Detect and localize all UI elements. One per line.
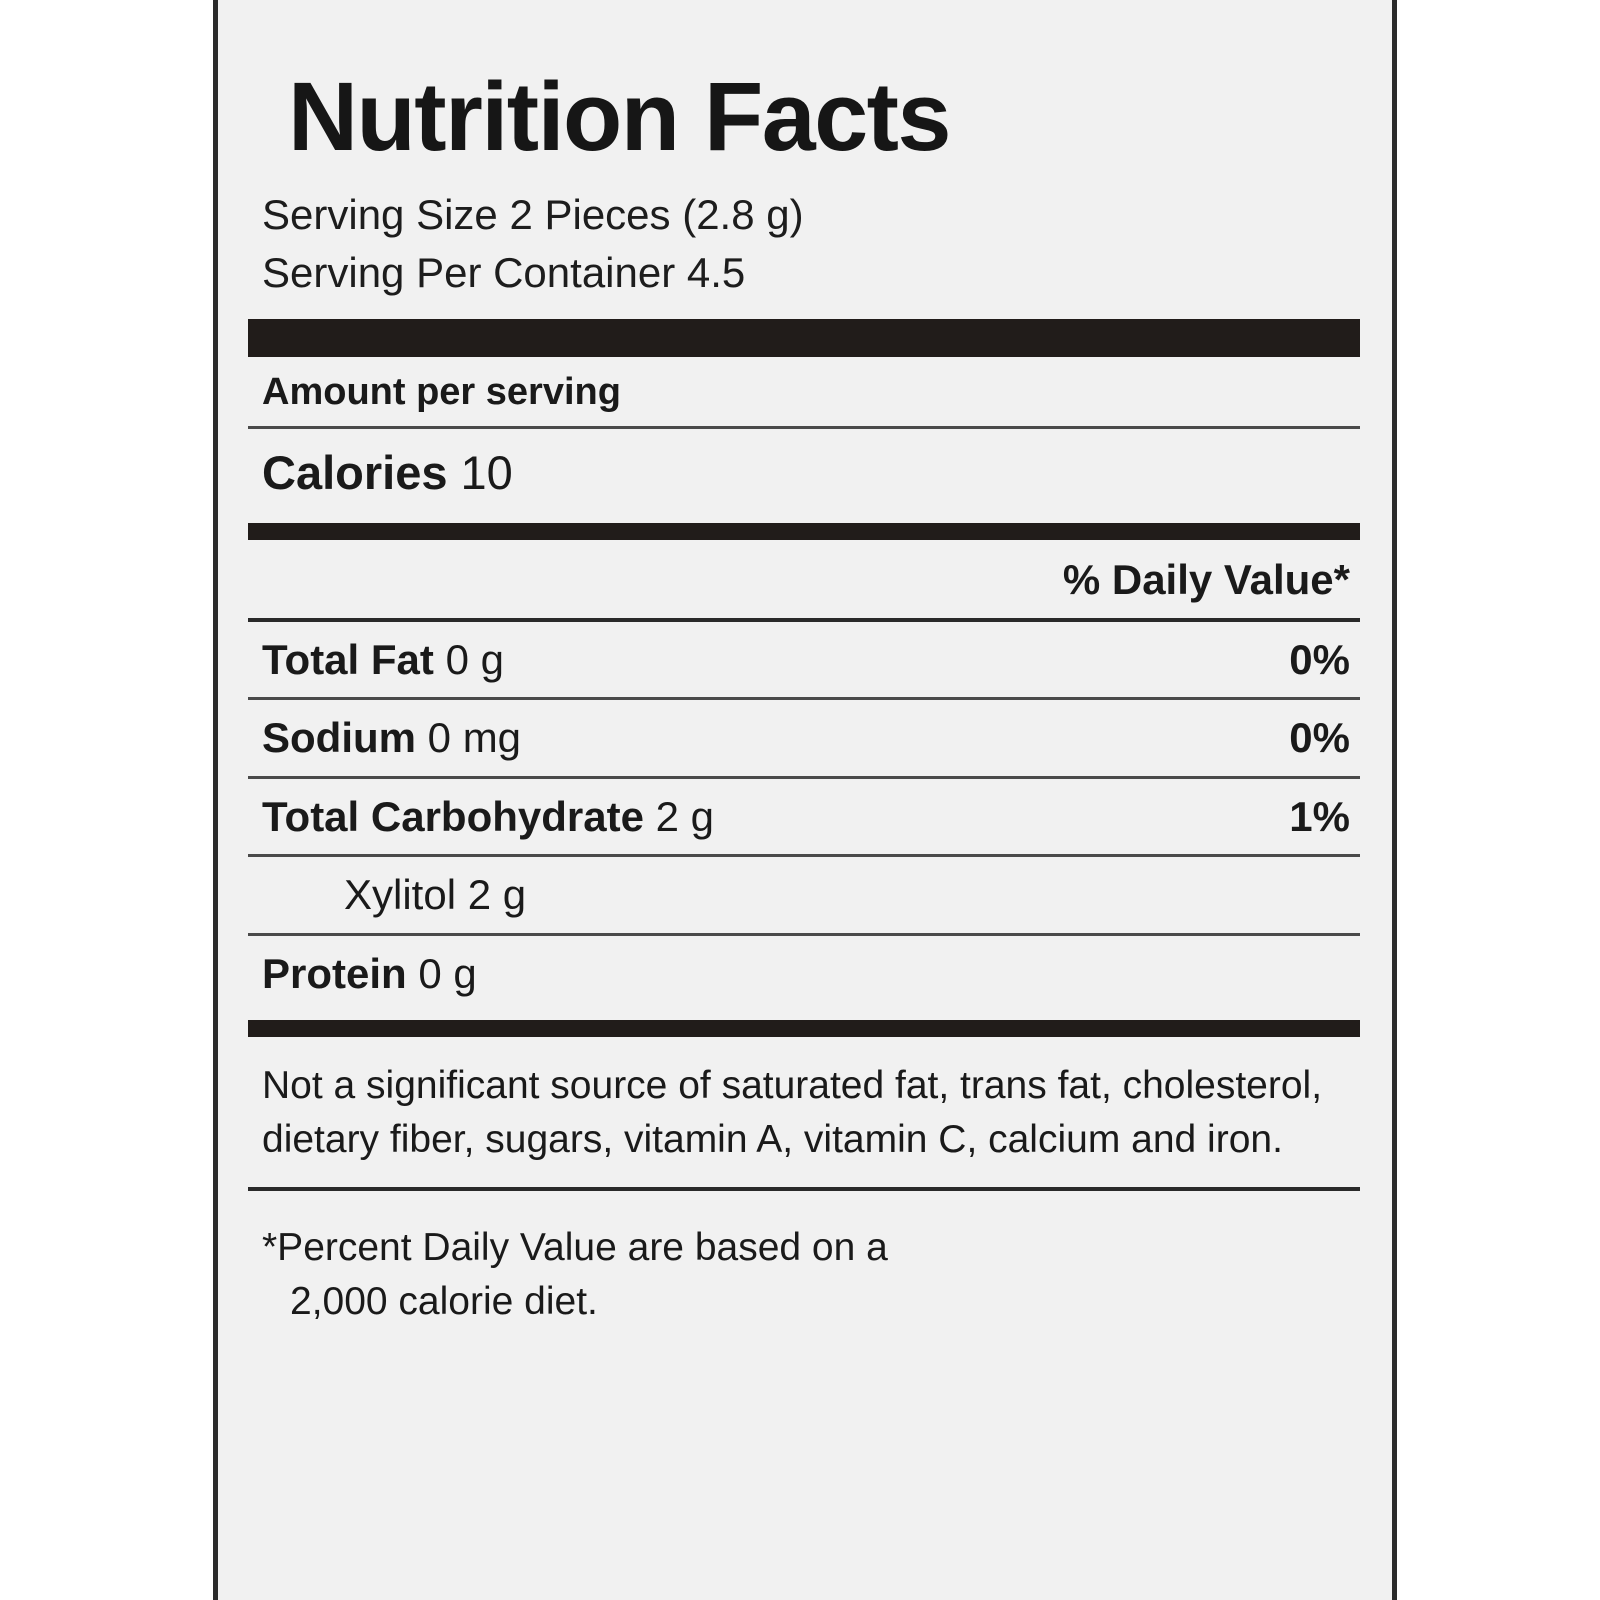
daily-value-footnote-line2: 2,000 calorie diet.	[290, 1279, 598, 1323]
table-row: Total Fat 0 g 0%	[248, 622, 1360, 698]
divider-thick-top	[248, 318, 1360, 357]
table-row: Total Carbohydrate 2 g 1%	[248, 779, 1360, 855]
divider-thin-2	[248, 1187, 1360, 1192]
nutrient-name: Sodium	[262, 714, 416, 762]
divider-hairline-3	[248, 775, 1360, 779]
not-significant-source-text: Not a significant source of saturated fa…	[262, 1064, 1323, 1162]
nutrition-facts-panel: Nutrition Facts Serving Size 2 Pieces (2…	[218, 0, 1392, 1600]
calories-row: Calories 10	[248, 429, 1360, 514]
nutrient-name: Xylitol	[344, 871, 457, 919]
divider-thin-1	[248, 617, 1360, 622]
divider-medium-2	[248, 1020, 1360, 1038]
amount-per-serving-label: Amount per serving	[262, 370, 621, 413]
nutrient-dv: 0%	[1289, 635, 1350, 683]
nutrient-dv: 0%	[1289, 714, 1350, 762]
daily-value-footnote-line1: *Percent Daily Value are based on a	[262, 1226, 888, 1270]
servings-per-container-text: Serving Per Container 4.5	[262, 248, 746, 296]
calories-label: Calories	[262, 445, 448, 499]
nutrient-amount: 2 g	[467, 871, 527, 919]
nutrient-amount: 0 mg	[427, 714, 522, 762]
table-row: Xylitol 2 g	[248, 857, 1360, 933]
daily-value-footnote: *Percent Daily Value are based on a 2,00…	[248, 1191, 1360, 1329]
serving-size-text: Serving Size 2 Pieces (2.8 g)	[262, 191, 804, 238]
label-right-border	[1392, 0, 1397, 1600]
label-left-border	[213, 0, 218, 1600]
nutrient-name: Total Fat	[262, 635, 434, 683]
daily-value-header: % Daily Value*	[1062, 555, 1350, 603]
table-row: Sodium 0 mg 0%	[248, 700, 1360, 776]
divider-medium-1	[248, 522, 1360, 540]
divider-hairline-5	[248, 932, 1360, 936]
divider-hairline-1	[248, 425, 1360, 429]
nutrient-amount: 0 g	[418, 949, 477, 997]
divider-hairline-2	[248, 697, 1360, 701]
table-row: Protein 0 g	[248, 936, 1360, 1012]
page-title: Nutrition Facts	[288, 62, 951, 171]
calories-value: 10	[460, 445, 513, 499]
nutrient-amount: 2 g	[655, 792, 714, 840]
nutrient-dv: 1%	[1289, 792, 1350, 840]
nutrient-amount: 0 g	[445, 635, 504, 683]
nutrient-name: Protein	[262, 949, 407, 997]
divider-hairline-4	[248, 854, 1360, 858]
nutrient-name: Total Carbohydrate	[262, 792, 644, 840]
